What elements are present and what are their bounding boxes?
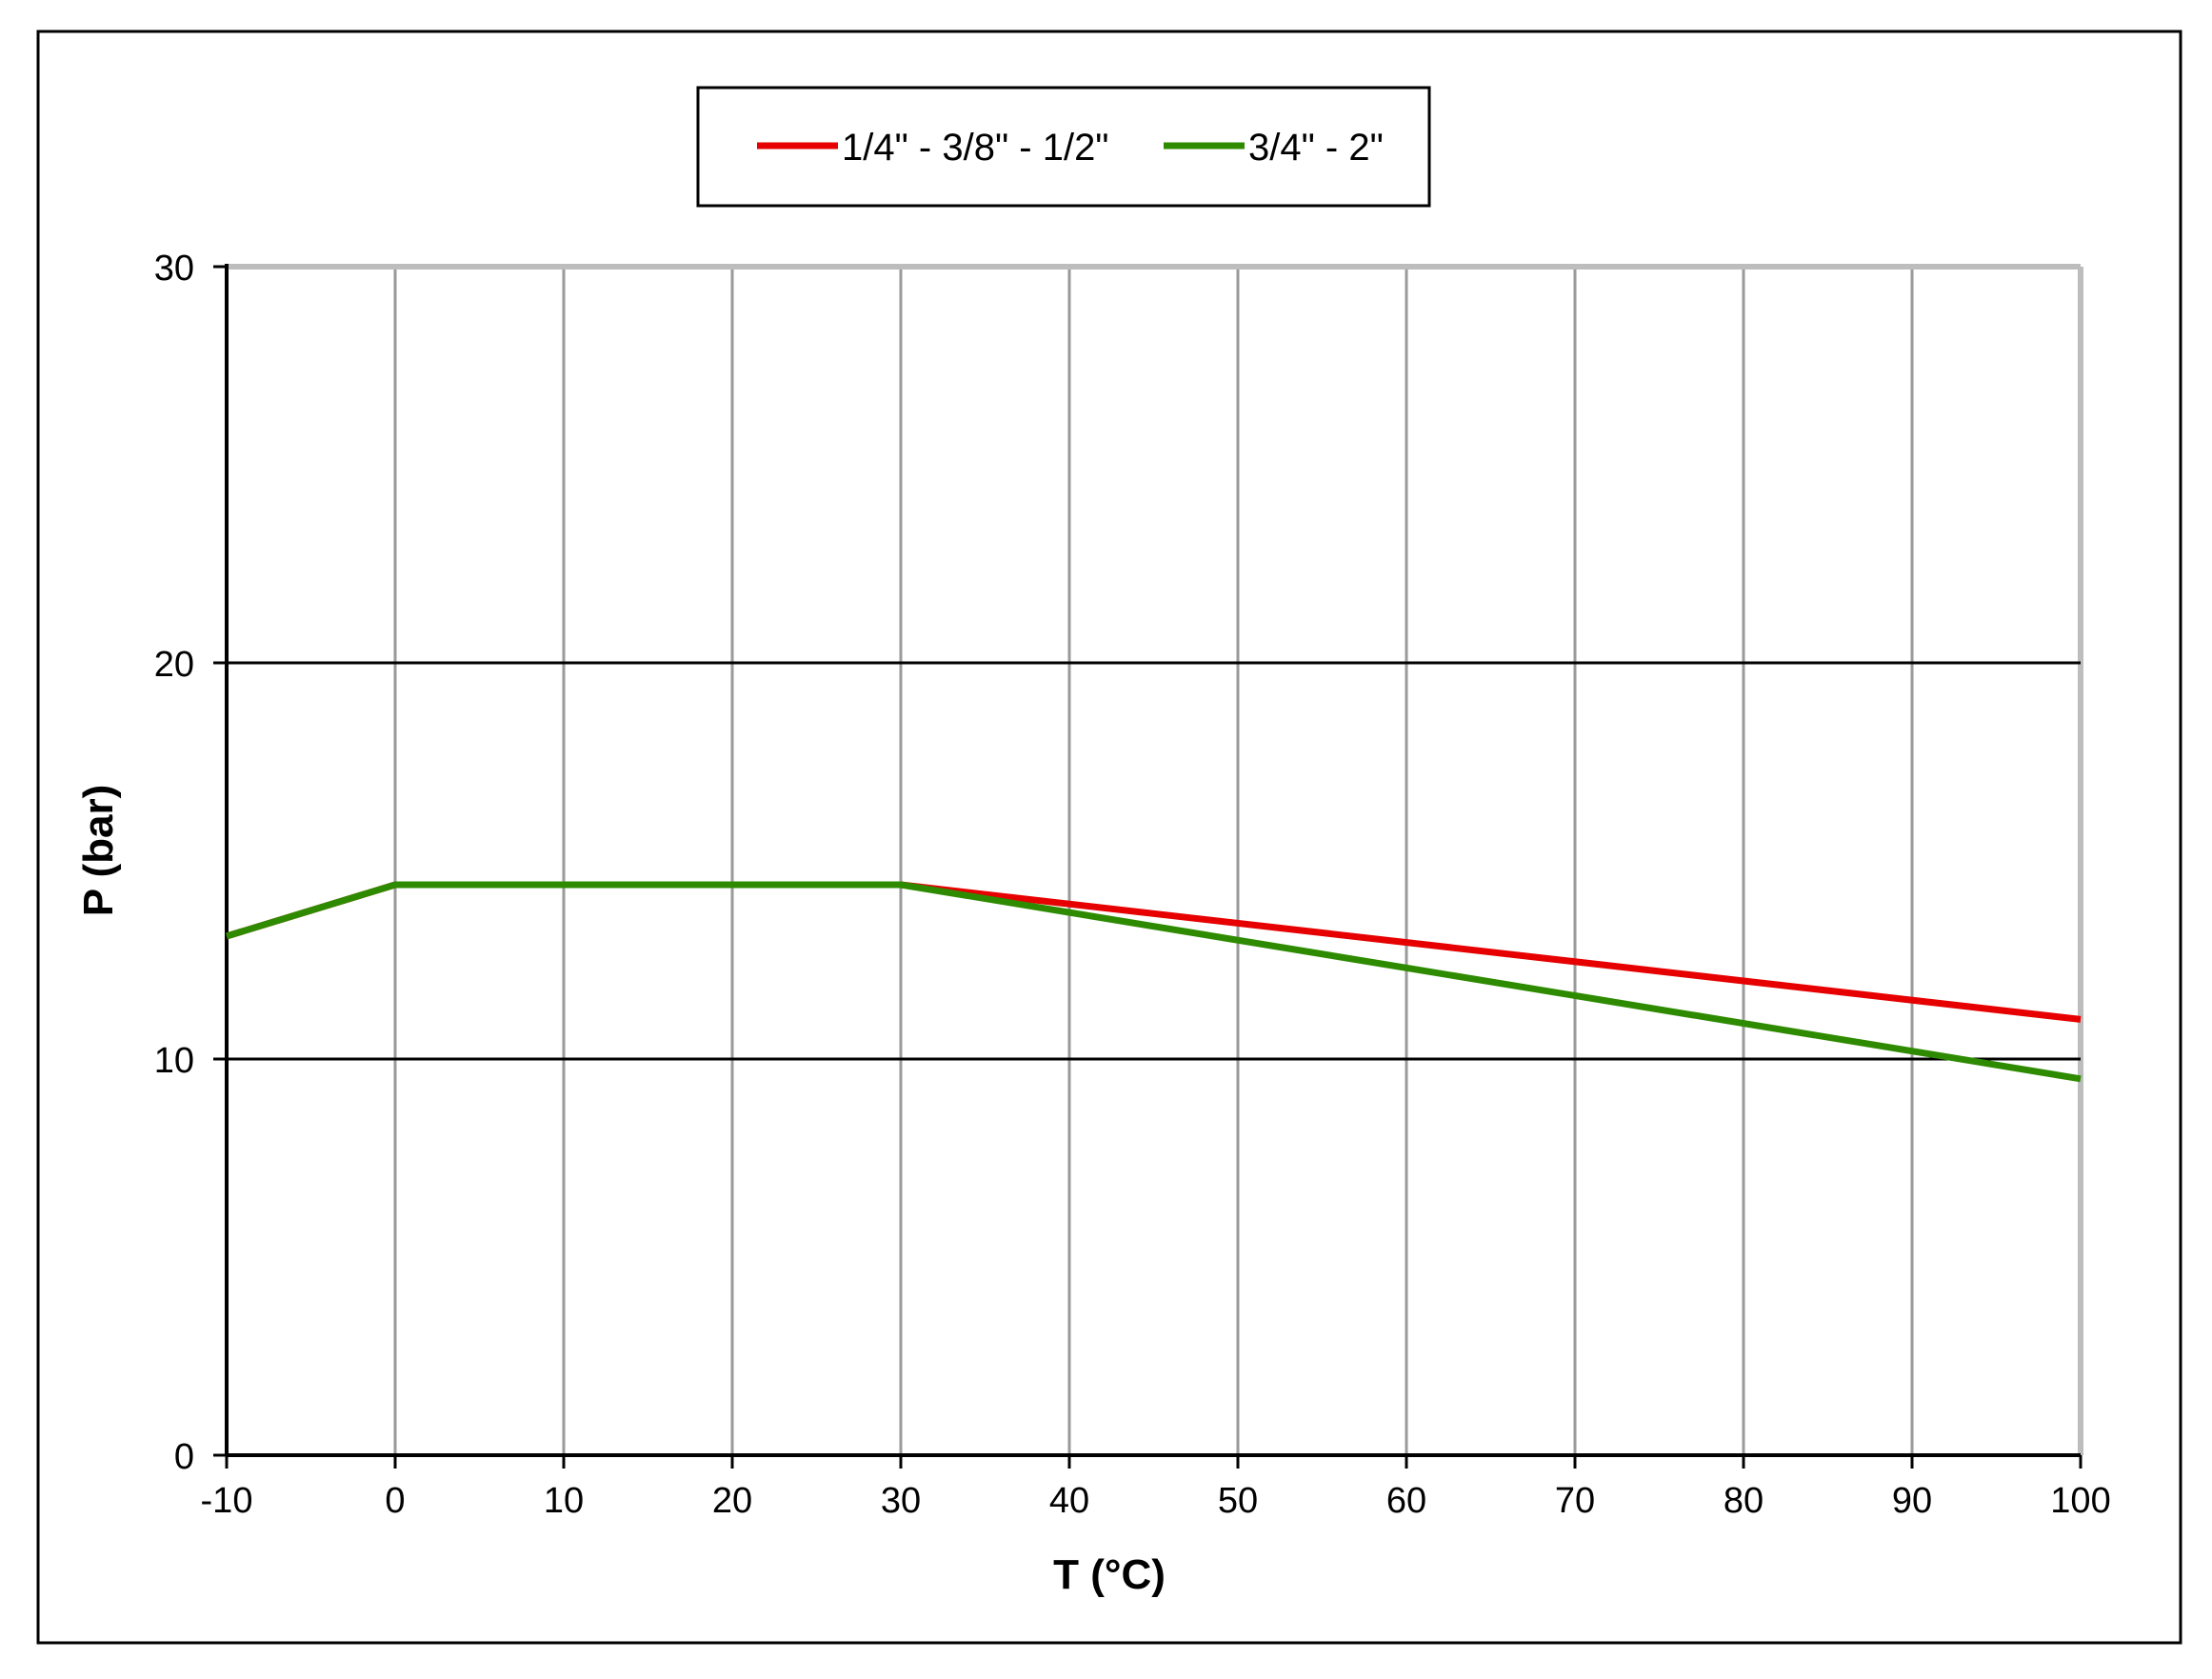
- legend-label-series-2: 3/4" - 2": [1248, 127, 1384, 169]
- x-tick-label: 10: [544, 1481, 584, 1521]
- x-tick-label: -10: [201, 1481, 253, 1521]
- x-axis-label: T (°C): [1053, 1551, 1166, 1598]
- x-tick-label: 60: [1386, 1481, 1426, 1521]
- axes: [213, 264, 2082, 1469]
- x-tick-label: 90: [1892, 1481, 1932, 1521]
- grid: [227, 264, 2083, 1455]
- x-tick-label: 50: [1218, 1481, 1258, 1521]
- y-tick-label: 0: [174, 1437, 194, 1477]
- x-tick-label: 20: [712, 1481, 752, 1521]
- y-axis-label: P (bar): [75, 785, 122, 917]
- x-tick-label: 70: [1555, 1481, 1595, 1521]
- legend-label-series-1: 1/4" - 3/8" - 1/2": [842, 127, 1109, 169]
- x-tick-label: 40: [1049, 1481, 1089, 1521]
- y-tick-label: 30: [154, 249, 194, 289]
- x-tick-label: 100: [2050, 1481, 2110, 1521]
- y-tick-label: 20: [154, 645, 194, 685]
- series-lines: [225, 881, 2082, 1083]
- outer-frame: [36, 30, 2182, 1645]
- x-tick-label: 0: [385, 1481, 405, 1521]
- y-tick-label: 10: [154, 1041, 194, 1081]
- x-tick-label: 80: [1724, 1481, 1764, 1521]
- x-tick-label: 30: [881, 1481, 921, 1521]
- legend: 1/4" - 3/8" - 1/2" 3/4" - 2": [696, 86, 1431, 208]
- series-line-2: [225, 881, 2082, 1083]
